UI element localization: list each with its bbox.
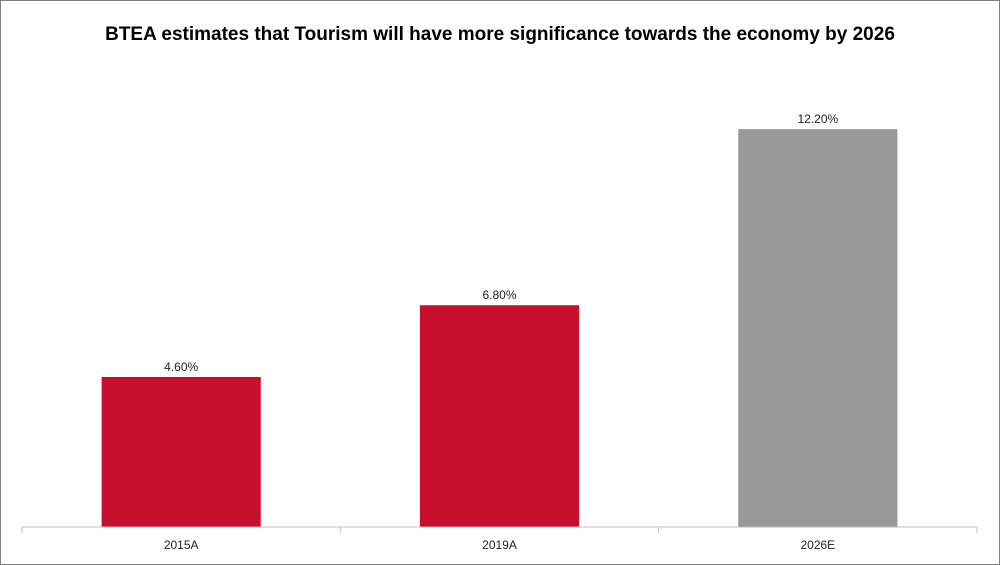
- x-tick-label-2019A: 2019A: [482, 538, 517, 552]
- x-axis-tick-labels: 2015A 2019A 2026E: [164, 538, 835, 552]
- data-label-2019A: 6.80%: [482, 288, 516, 302]
- data-label-2015A: 4.60%: [164, 360, 198, 374]
- x-tick-label-2015A: 2015A: [164, 538, 199, 552]
- bars-group: [101, 129, 898, 527]
- bar-2015A: [101, 376, 261, 527]
- data-labels-group: 4.60% 6.80% 12.20%: [164, 112, 838, 374]
- x-tick-label-2026E: 2026E: [800, 538, 835, 552]
- chart-title: BTEA estimates that Tourism will have mo…: [105, 24, 895, 45]
- bar-2026E: [738, 129, 898, 527]
- data-label-2026E: 12.20%: [797, 112, 838, 126]
- x-axis-ticks: [21, 527, 978, 533]
- bar-2019A: [419, 305, 580, 527]
